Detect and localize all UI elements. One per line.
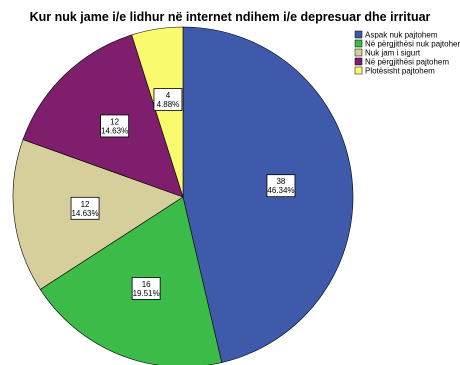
legend-item-4: Në përgjithësi pajtohem	[354, 57, 449, 67]
slice-percent-label: 46.34%	[267, 186, 294, 195]
legend-label: Në përgjithësi pajtohem	[365, 58, 449, 67]
slice-percent-label: 14.63%	[101, 126, 128, 135]
legend-swatch	[354, 66, 363, 75]
slice-count-label: 16	[142, 280, 151, 289]
chart-title: Kur nuk jame i/e lidhur në internet ndih…	[30, 10, 431, 24]
legend-label: Në përgjithësi nuk pajtohem	[365, 40, 460, 49]
slice-label-box	[131, 277, 161, 300]
slice-label-box	[70, 196, 100, 220]
slice-label-5: 44.88%	[153, 88, 183, 111]
slice-label-box	[153, 88, 183, 111]
pie-slice-5	[131, 26, 184, 198]
legend-swatch	[354, 48, 363, 57]
legend-swatch	[354, 39, 363, 48]
slice-percent-label: 4.88%	[157, 100, 180, 109]
legend-label: Nuk jam i sigurt	[365, 49, 421, 58]
legend-swatch	[354, 57, 363, 66]
pie-slice-2	[39, 196, 223, 365]
legend-item-2: Në përgjithësi nuk pajtohem	[354, 39, 460, 49]
legend-item-5: Plotësisht pajtohem	[354, 66, 435, 76]
slice-count-label: 4	[166, 91, 171, 100]
slice-count-label: 12	[110, 117, 119, 126]
legend-label: Aspak nuk pajtohem	[365, 31, 438, 40]
legend-label: Plotësisht pajtohem	[365, 67, 435, 76]
slice-percent-label: 14.63%	[71, 209, 98, 218]
legend-item-1: Aspak nuk pajtohem	[354, 30, 438, 40]
slice-count-label: 38	[276, 177, 285, 186]
slice-label-box	[100, 114, 130, 138]
slice-percent-label: 19.51%	[133, 289, 160, 298]
slice-label-box	[266, 174, 296, 198]
pie-slices	[12, 26, 354, 365]
legend-swatch	[354, 30, 363, 39]
legend-item-3: Nuk jam i sigurt	[354, 48, 421, 58]
slice-count-label: 12	[81, 200, 90, 209]
